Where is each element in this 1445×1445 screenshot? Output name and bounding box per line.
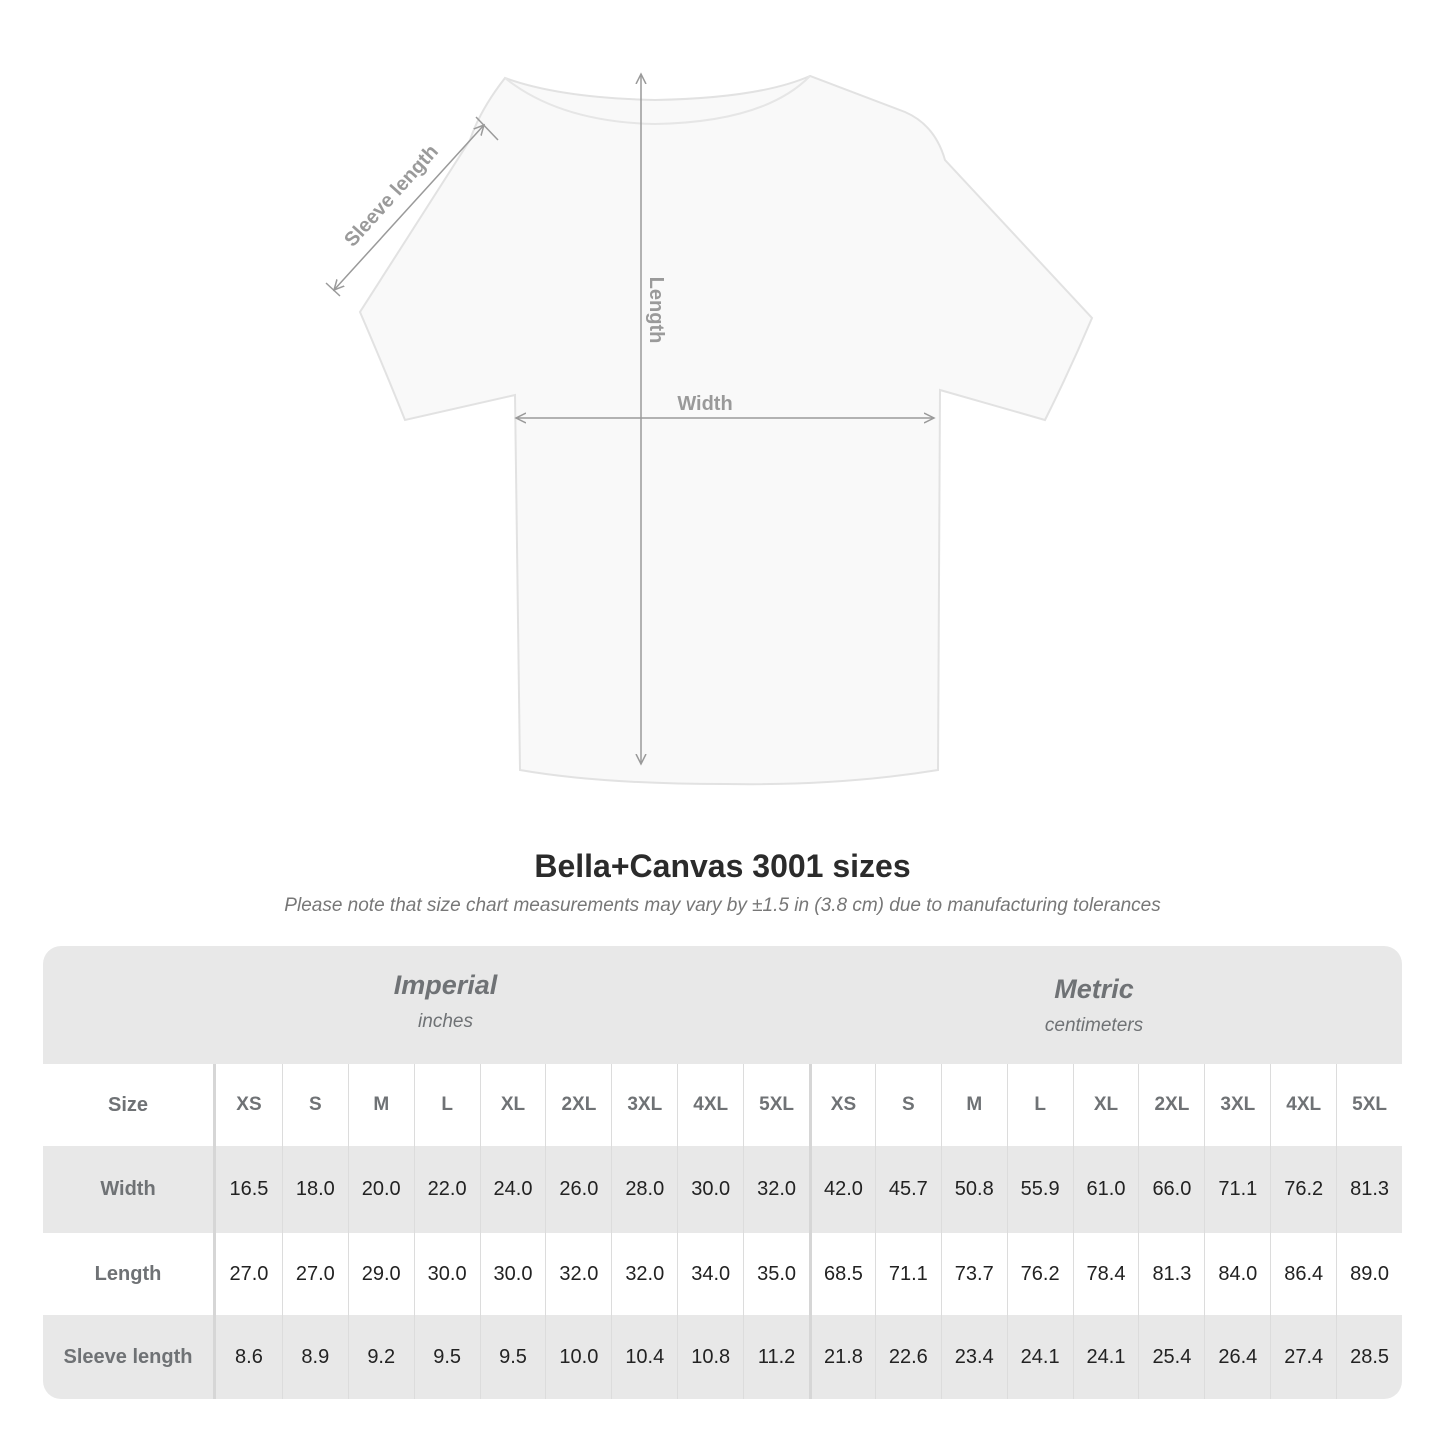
table-cell: 30.0 bbox=[479, 1233, 546, 1315]
size-header-cell: S bbox=[874, 1064, 941, 1146]
row-label: Width bbox=[43, 1146, 216, 1233]
table-row: Width 16.5 18.0 20.0 22.0 24.0 26.0 28.0 30.0 32.… bbox=[43, 1146, 1402, 1233]
table-cell: 8.9 bbox=[281, 1315, 348, 1399]
tshirt-shape bbox=[358, 74, 1094, 786]
table-cell: 55.9 bbox=[1006, 1146, 1073, 1233]
size-header-cell: 5XL bbox=[743, 1064, 809, 1146]
imperial-title: Imperial bbox=[393, 970, 498, 1000]
table-cell: 28.0 bbox=[611, 1146, 677, 1233]
table-cell: 9.2 bbox=[347, 1315, 414, 1399]
size-header-row: Size XS S M L XL 2XL 3XL 4XL 5XL XS S M L XL 2XL 3XL 4XL 5… bbox=[43, 1064, 1402, 1146]
size-header-cell: L bbox=[1006, 1064, 1073, 1146]
table-cell: 73.7 bbox=[940, 1233, 1007, 1315]
table-cell: 29.0 bbox=[347, 1233, 414, 1315]
table-cell: 22.0 bbox=[413, 1146, 480, 1233]
table-cell: 27.4 bbox=[1270, 1315, 1336, 1399]
size-header-cell: M bbox=[347, 1064, 414, 1146]
size-header-cell: 2XL bbox=[1138, 1064, 1204, 1146]
table-cell: 71.1 bbox=[1204, 1146, 1270, 1233]
table-cell: 16.5 bbox=[229, 1178, 269, 1200]
table-cell: 34.0 bbox=[677, 1233, 743, 1315]
sleeve-arrow bbox=[334, 125, 484, 290]
table-cell: 23.4 bbox=[940, 1315, 1007, 1399]
size-header-cell: 4XL bbox=[1270, 1064, 1336, 1146]
table-cell: 10.8 bbox=[677, 1315, 743, 1399]
size-header-cell: L bbox=[413, 1064, 480, 1146]
table-cell: 25.4 bbox=[1138, 1315, 1204, 1399]
table-cell: 30.0 bbox=[413, 1233, 480, 1315]
size-header-cell: 3XL bbox=[611, 1064, 677, 1146]
tshirt-diagram: Sleeve length Length Width bbox=[325, 0, 1094, 786]
table-cell: 50.8 bbox=[940, 1146, 1007, 1233]
size-header-cell: XL bbox=[479, 1064, 546, 1146]
table-cell: 11.2 bbox=[743, 1315, 809, 1399]
row-label: Length bbox=[43, 1233, 216, 1315]
table-cell: 10.4 bbox=[611, 1315, 677, 1399]
table-cell: 28.5 bbox=[1336, 1315, 1402, 1399]
table-cell: 66.0 bbox=[1138, 1146, 1204, 1233]
table-cell: 22.6 bbox=[874, 1315, 941, 1399]
metric-header: Metric centimeters bbox=[909, 974, 1279, 1037]
table-cell: 26.4 bbox=[1204, 1315, 1270, 1399]
table-cell: 30.0 bbox=[677, 1146, 743, 1233]
table-cell: 89.0 bbox=[1336, 1233, 1402, 1315]
table-cell: 61.0 bbox=[1072, 1146, 1139, 1233]
table-cell: 9.5 bbox=[479, 1315, 546, 1399]
table-cell: 32.0 bbox=[611, 1233, 677, 1315]
table-cell: 10.0 bbox=[545, 1315, 611, 1399]
imperial-header: Imperial inches bbox=[263, 970, 628, 1033]
size-header-cell: XL bbox=[1072, 1064, 1139, 1146]
table-cell: 20.0 bbox=[347, 1146, 414, 1233]
table-cell: 21.8 bbox=[809, 1315, 875, 1399]
length-label: Length bbox=[645, 277, 667, 344]
table-cell: 9.5 bbox=[413, 1315, 480, 1399]
imperial-unit: inches bbox=[418, 1011, 473, 1032]
size-header-cell: 3XL bbox=[1204, 1064, 1270, 1146]
table-cell: 27.0 bbox=[281, 1233, 348, 1315]
table-cell: 27.0 bbox=[229, 1262, 269, 1285]
table-cell: 76.2 bbox=[1006, 1233, 1073, 1315]
units-header: Imperial inches Metric centimeters bbox=[43, 946, 1402, 1064]
table-cell: 42.0 bbox=[809, 1146, 875, 1233]
table-cell: 71.1 bbox=[874, 1233, 941, 1315]
table-cell: 8.6 bbox=[235, 1345, 263, 1368]
width-label: Width bbox=[677, 393, 732, 415]
table-cell: 24.1 bbox=[1072, 1315, 1139, 1399]
size-header-cell: S bbox=[281, 1064, 348, 1146]
table-cell: 84.0 bbox=[1204, 1233, 1270, 1315]
size-header-cell: 2XL bbox=[545, 1064, 611, 1146]
table-cell: 32.0 bbox=[545, 1233, 611, 1315]
metric-unit: centimeters bbox=[1044, 1015, 1144, 1036]
table-cell: 76.2 bbox=[1270, 1146, 1336, 1233]
table-cell: 81.3 bbox=[1138, 1233, 1204, 1315]
chart-title: Bella+Canvas 3001 sizes bbox=[534, 848, 911, 884]
table-cell: 68.5 bbox=[809, 1233, 875, 1315]
row-label: Size bbox=[43, 1064, 216, 1146]
table-cell: 86.4 bbox=[1270, 1233, 1336, 1315]
size-header-cell: XS bbox=[809, 1064, 875, 1146]
size-header-cell: 5XL bbox=[1336, 1064, 1402, 1146]
table-cell: 81.3 bbox=[1336, 1146, 1402, 1233]
table-row: Length 27.0 27.0 29.0 30.0 30.0 32.0 32.0 34.0 35… bbox=[43, 1233, 1402, 1315]
size-header-cell: 4XL bbox=[677, 1064, 743, 1146]
table-cell: 35.0 bbox=[743, 1233, 809, 1315]
table-row: Sleeve length 8.6 8.9 9.2 9.5 9.5 10.0 10.4 10.8… bbox=[43, 1315, 1402, 1399]
table-cell: 32.0 bbox=[743, 1146, 809, 1233]
table-cell: 18.0 bbox=[281, 1146, 348, 1233]
row-label: Sleeve length bbox=[43, 1315, 216, 1399]
table-cell: 78.4 bbox=[1072, 1233, 1139, 1315]
metric-title: Metric bbox=[1054, 974, 1134, 1004]
size-table: Imperial inches Metric centimeters Size X… bbox=[43, 946, 1402, 1399]
table-cell: 24.0 bbox=[479, 1146, 546, 1233]
tolerance-note: Please note that size chart measurements… bbox=[284, 895, 1161, 916]
size-header-cell: M bbox=[940, 1064, 1007, 1146]
table-cell: 45.7 bbox=[874, 1146, 941, 1233]
table-cell: 24.1 bbox=[1006, 1315, 1073, 1399]
size-header-cell: XS bbox=[236, 1094, 262, 1115]
table-cell: 26.0 bbox=[545, 1146, 611, 1233]
